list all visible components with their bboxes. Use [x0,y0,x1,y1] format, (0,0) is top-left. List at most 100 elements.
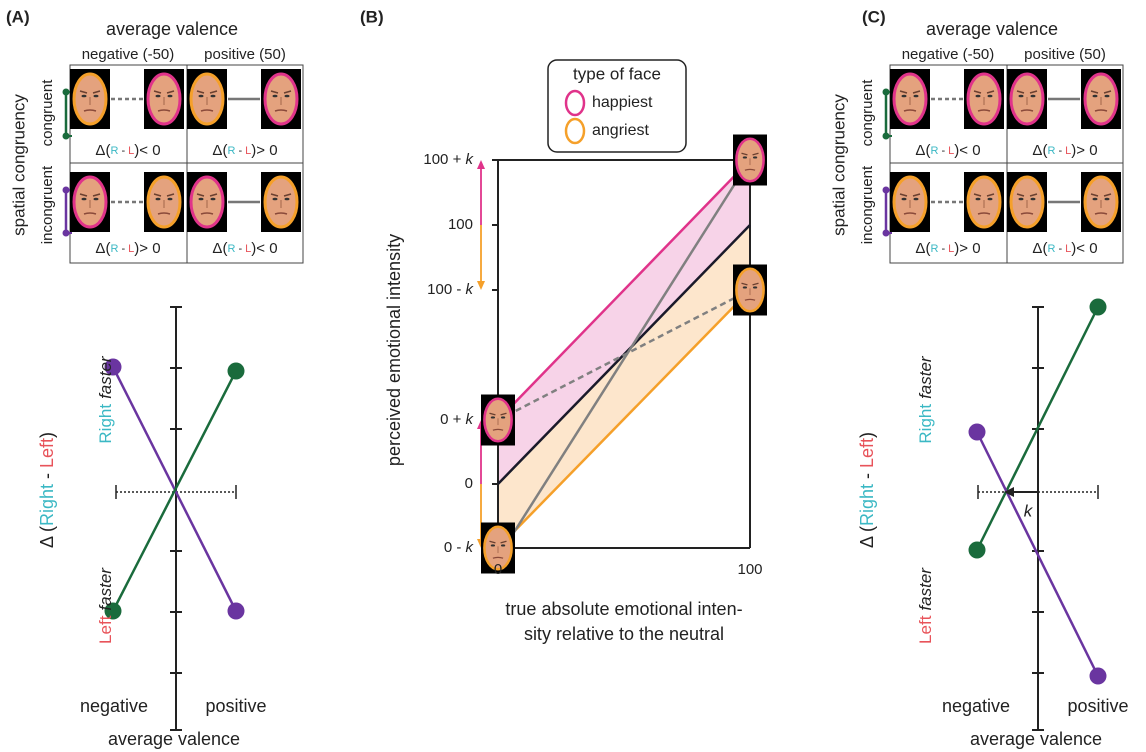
eye [1093,95,1098,98]
column-label: negative (-50) [82,46,175,63]
eye [285,95,290,98]
eye [1031,198,1036,201]
face [1081,172,1121,232]
eye [988,198,993,201]
text-part: - [235,243,245,255]
text-part: - [857,468,877,484]
face [733,265,767,316]
text-part: > 0 [139,240,160,257]
y-tick-label: 0 - k [444,539,475,556]
cell-label: Δ(R - L)< 0 [212,240,277,257]
eye [211,198,216,201]
valence-point [228,363,245,380]
face [481,395,515,446]
x-category: positive [1067,696,1128,716]
valence-point [969,542,986,559]
eye [168,198,173,201]
text-part: faster [916,355,935,399]
text-part: - [118,145,128,157]
text-part: faster [96,355,115,399]
eye [976,198,981,201]
text-part: R [110,243,118,255]
face [261,69,301,129]
k-label: k [1024,501,1034,520]
eye [743,156,747,158]
text-part: Δ ( [37,526,57,548]
text-part: Left [857,438,877,468]
text-part: R [227,145,235,157]
eye [491,544,495,546]
text-part: 100 - [427,281,465,298]
text-part: Right [96,404,115,444]
y-axis-label: perceived emotional intensity [384,234,404,466]
text-part: k [466,539,475,556]
eye [1105,95,1110,98]
text-part: Δ( [1032,240,1047,257]
text-part: k [466,411,475,428]
y-tick-label: 0 [465,475,473,492]
text-part: 0 + [440,411,465,428]
eye [1093,198,1098,201]
text-part: Right [857,484,877,526]
text-part: R [1047,243,1055,255]
eye [273,198,278,201]
text-part: Left [96,615,115,644]
column-label: negative (-50) [902,46,995,63]
face [70,69,110,129]
text-part: > 0 [1076,142,1097,159]
text-part: Δ( [915,142,930,159]
eye [1031,95,1036,98]
y-axis-label: Δ (Right - Left) [37,432,57,548]
page: {"panel_a": {"label": "(A)", "table": {"… [0,0,1146,752]
face [1007,172,1047,232]
valence-point [1090,668,1107,685]
text-part: k [466,281,475,298]
row-label: congruent [39,79,56,147]
text-part: 0 - [444,539,466,556]
eye [168,95,173,98]
panel-label: (A) [6,7,30,26]
face [890,69,930,129]
x-axis-label: average valence [970,729,1102,749]
text-part: R [110,145,118,157]
text-part: Δ( [95,142,110,159]
text-part: Δ( [95,240,110,257]
text-part: < 0 [139,142,160,159]
text-part: - [118,243,128,255]
text-part: Left [916,615,935,644]
text-part: faster [96,567,115,611]
eye [285,198,290,201]
face [733,135,767,186]
text-part: Δ( [212,142,227,159]
text-part: Δ( [212,240,227,257]
x-tick-label: 0 [494,561,502,578]
text-part: < 0 [256,240,277,257]
eye [501,544,505,546]
face [964,69,1004,129]
x-tick-label: 100 [737,561,762,578]
face [187,69,227,129]
cell-label: Δ(R - L)> 0 [1032,142,1097,159]
text-part: - [938,145,948,157]
face [144,172,184,232]
eye [988,95,993,98]
legend-item: angriest [592,122,649,139]
text-part: < 0 [1076,240,1097,257]
row-label: incongruent [859,165,876,244]
face [1007,69,1047,129]
text-part: R [227,243,235,255]
eye [1019,198,1024,201]
eye [743,286,747,288]
column-label: positive (50) [1024,46,1106,63]
text-part: 100 + [423,151,465,168]
x-category: negative [942,696,1010,716]
left-faster: Leftfaster [916,567,935,644]
cell-label: Δ(R - L)> 0 [212,142,277,159]
text-part: > 0 [256,142,277,159]
text-part: ) [37,432,57,438]
x-category: positive [205,696,266,716]
x-axis-label: average valence [108,729,240,749]
row-label: incongruent [39,165,56,244]
cell-label: Δ(R - L)< 0 [95,142,160,159]
eye [902,95,907,98]
